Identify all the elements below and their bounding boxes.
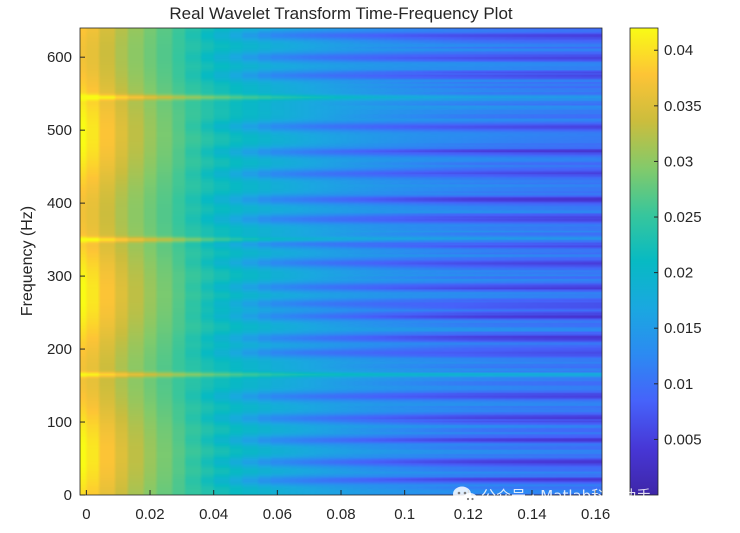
colorbar [630,28,658,495]
x-tick-label: 0 [82,506,90,523]
x-tick-label: 0.16 [581,506,610,523]
x-tick-label: 0.02 [135,506,164,523]
y-axis-label: Frequency (Hz) [19,206,36,316]
y-tick-label: 300 [47,268,72,285]
plot-axes: 0 0.02 0.04 0.06 0.08 0.1 0.12 0.14 0.16 0 100 200 3… [47,27,610,523]
y-tick-label: 0 [64,487,72,504]
y-tick-label: 600 [47,49,72,66]
y-tick-label: 400 [47,195,72,212]
y-tick-label: 500 [47,122,72,139]
x-tick-label: 0.08 [326,506,355,523]
wechat-icon [453,486,478,505]
colorbar-tick-label: 0.03 [664,153,693,170]
chart-title: Real Wavelet Transform Time-Frequency Pl… [169,4,513,23]
colorbar-frame [629,27,659,496]
colorbar-tick-label: 0.01 [664,376,693,393]
watermark-text: 公众号 · Matlab科研助手 [481,487,651,505]
y-tick-label: 200 [47,341,72,358]
x-tick-label: 0.14 [517,506,546,523]
colorbar-tick-label: 0.025 [664,209,702,226]
y-tick-label: 100 [47,414,72,431]
colorbar-tick-label: 0.015 [664,320,702,337]
colorbar-axes: 0.005 0.01 0.015 0.02 0.025 0.03 0.035 0.04 [629,27,702,496]
colorbar-tick-label: 0.02 [664,265,693,282]
colorbar-tick-label: 0.035 [664,98,702,115]
watermark: 公众号 · Matlab科研助手 [453,486,651,505]
x-tick-label: 0.06 [263,506,292,523]
heatmap-image [80,28,602,495]
x-tick-label: 0.04 [199,506,228,523]
x-tick-label: 0.1 [394,506,415,523]
x-tick-label: 0.12 [454,506,483,523]
colorbar-tick-label: 0.04 [664,42,693,59]
colorbar-tick-label: 0.005 [664,431,702,448]
